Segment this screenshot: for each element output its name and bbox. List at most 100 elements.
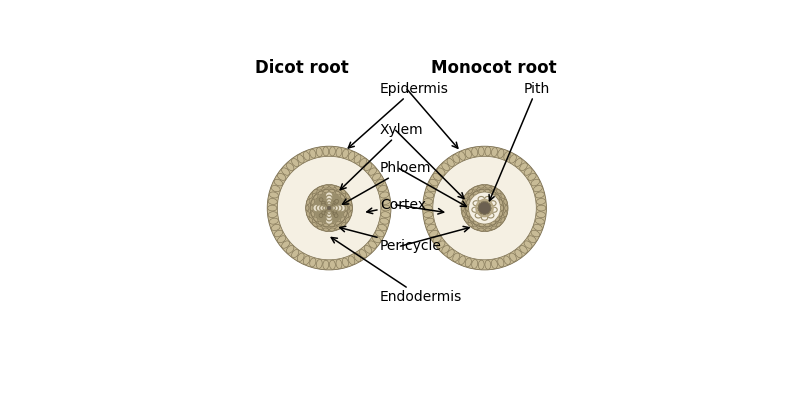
Ellipse shape [510,154,516,163]
Ellipse shape [286,163,294,171]
Ellipse shape [311,211,314,217]
Ellipse shape [310,206,314,211]
Ellipse shape [490,191,496,195]
Ellipse shape [340,195,345,199]
Ellipse shape [453,253,459,262]
Ellipse shape [323,260,329,269]
Ellipse shape [318,226,322,229]
Ellipse shape [381,199,390,204]
Circle shape [326,192,333,199]
Circle shape [322,201,325,205]
Ellipse shape [468,190,473,194]
Ellipse shape [373,236,381,243]
Ellipse shape [323,228,329,231]
Ellipse shape [466,211,470,217]
Ellipse shape [485,260,490,269]
Circle shape [310,189,348,227]
Ellipse shape [505,205,508,211]
Text: Pericycle: Pericycle [340,226,442,253]
Ellipse shape [344,199,347,205]
Circle shape [314,192,345,224]
Ellipse shape [478,228,484,231]
Ellipse shape [537,212,546,218]
Text: Xylem: Xylem [340,123,423,190]
Circle shape [331,209,334,213]
Ellipse shape [364,163,372,171]
Circle shape [325,208,329,212]
Circle shape [330,208,334,212]
Ellipse shape [335,221,340,225]
Ellipse shape [323,223,329,227]
Ellipse shape [473,201,479,206]
Circle shape [327,206,331,210]
Ellipse shape [537,199,546,204]
Ellipse shape [330,223,334,227]
Ellipse shape [375,179,384,186]
Ellipse shape [442,246,450,253]
Ellipse shape [359,159,366,166]
Circle shape [324,202,328,206]
Ellipse shape [268,212,278,218]
Ellipse shape [524,241,532,248]
Ellipse shape [303,152,310,160]
Text: Endodermis: Endodermis [331,237,462,304]
Ellipse shape [485,197,491,201]
Ellipse shape [270,192,278,198]
Ellipse shape [330,190,334,193]
Ellipse shape [282,241,290,248]
Ellipse shape [531,179,539,186]
Ellipse shape [472,207,478,212]
Circle shape [331,206,335,210]
Ellipse shape [303,256,310,265]
Circle shape [465,188,505,228]
Text: Dicot root: Dicot root [254,59,348,77]
Circle shape [422,146,546,270]
Ellipse shape [316,147,322,157]
Circle shape [326,195,332,201]
Ellipse shape [496,217,500,221]
Circle shape [323,206,326,210]
Ellipse shape [311,199,314,205]
Circle shape [469,192,500,224]
Ellipse shape [426,185,435,192]
Ellipse shape [474,191,478,195]
Ellipse shape [369,241,377,248]
Ellipse shape [510,253,516,262]
Ellipse shape [323,147,329,156]
Ellipse shape [364,246,372,253]
Ellipse shape [271,225,280,231]
Ellipse shape [278,236,286,243]
Ellipse shape [306,199,310,205]
Ellipse shape [382,205,390,211]
Circle shape [335,205,342,211]
Ellipse shape [426,225,435,231]
Circle shape [306,185,353,232]
Ellipse shape [278,173,286,180]
Ellipse shape [282,168,290,175]
Circle shape [314,192,345,224]
Ellipse shape [528,236,536,243]
Circle shape [330,202,334,206]
Ellipse shape [531,230,539,237]
Ellipse shape [478,185,484,188]
Text: Cortex: Cortex [367,198,426,213]
Ellipse shape [354,154,361,163]
Circle shape [326,217,333,224]
Ellipse shape [465,258,471,267]
Ellipse shape [336,147,342,157]
Ellipse shape [313,190,317,194]
Ellipse shape [346,218,350,222]
Ellipse shape [350,205,353,211]
Circle shape [334,201,338,204]
Ellipse shape [270,218,278,224]
Circle shape [333,210,336,213]
Ellipse shape [504,152,510,160]
Ellipse shape [423,212,433,218]
Ellipse shape [298,154,304,163]
Circle shape [322,211,326,215]
Ellipse shape [472,260,478,269]
Ellipse shape [491,147,498,157]
Ellipse shape [342,149,349,158]
Ellipse shape [496,195,500,199]
Ellipse shape [323,190,329,193]
